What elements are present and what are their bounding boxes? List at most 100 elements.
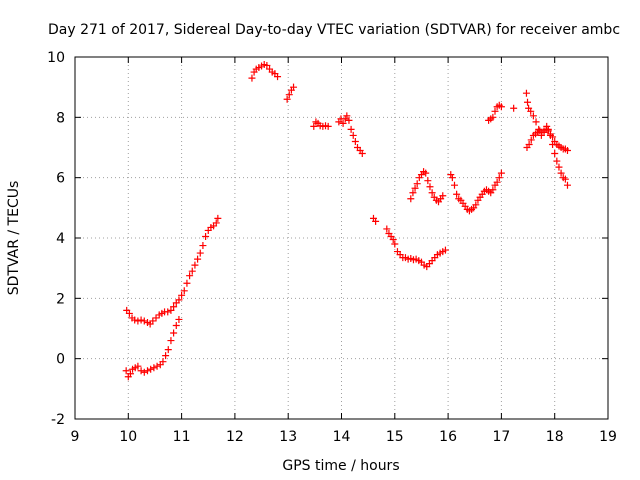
data-point — [549, 140, 557, 148]
data-point — [126, 370, 134, 378]
data-point — [188, 267, 196, 275]
data-points — [122, 61, 571, 381]
data-point — [167, 337, 175, 345]
data-point — [540, 128, 548, 136]
data-point — [441, 246, 449, 254]
data-point — [186, 272, 194, 280]
data-point — [527, 107, 535, 115]
data-point — [345, 116, 353, 124]
data-point — [557, 169, 565, 177]
data-point — [389, 236, 397, 244]
data-point — [122, 367, 130, 375]
data-point — [310, 122, 318, 130]
data-point — [214, 214, 222, 222]
x-tick-label: 15 — [386, 429, 404, 445]
data-point — [422, 169, 430, 177]
data-point — [497, 103, 505, 111]
y-tick-label: 8 — [56, 110, 65, 126]
data-point — [383, 225, 391, 233]
data-point — [532, 118, 540, 126]
data-point — [489, 186, 497, 194]
y-tick-label: 2 — [56, 291, 65, 307]
data-point — [529, 112, 537, 120]
data-point — [525, 140, 533, 148]
data-point — [170, 329, 178, 337]
data-point — [563, 147, 571, 155]
x-tick-labels: 9 10 11 12 13 14 15 16 17 18 19 — [71, 429, 617, 445]
data-point — [551, 150, 559, 158]
data-point — [324, 122, 332, 130]
data-point — [283, 95, 291, 103]
data-point — [439, 192, 447, 200]
y-tick-labels: -2 0 2 4 6 8 10 — [47, 50, 65, 428]
axis-ticks — [74, 56, 609, 420]
data-point — [447, 171, 455, 179]
data-point — [493, 178, 501, 186]
x-tick-label: 14 — [333, 429, 351, 445]
data-point — [544, 125, 552, 133]
data-point — [561, 175, 569, 183]
data-point — [489, 113, 497, 121]
data-point — [137, 367, 145, 375]
x-tick-label: 11 — [173, 429, 191, 445]
data-point — [172, 321, 180, 329]
data-point — [140, 317, 148, 325]
x-tick-label: 18 — [546, 429, 564, 445]
y-tick-label: -2 — [51, 412, 65, 428]
data-point — [274, 73, 282, 81]
data-point — [407, 195, 415, 203]
data-point — [495, 174, 503, 182]
data-point — [358, 150, 366, 158]
data-point — [343, 112, 351, 120]
x-axis-label: GPS time / hours — [282, 458, 399, 474]
data-point — [349, 131, 357, 139]
data-point — [391, 240, 399, 248]
data-point — [137, 316, 145, 324]
data-point — [167, 306, 175, 314]
data-point — [341, 115, 349, 123]
data-point — [555, 163, 563, 171]
data-point — [143, 367, 151, 375]
data-point — [175, 296, 183, 304]
data-point — [162, 352, 170, 360]
data-point — [164, 308, 172, 316]
data-point — [553, 157, 561, 165]
data-point — [159, 358, 167, 366]
data-point — [180, 287, 188, 295]
data-point — [125, 309, 133, 317]
data-point — [409, 189, 417, 197]
data-point — [202, 232, 210, 240]
x-tick-label: 9 — [71, 429, 80, 445]
data-point — [351, 137, 359, 145]
data-point — [491, 107, 499, 115]
data-point — [212, 219, 220, 227]
data-point — [450, 181, 458, 189]
x-tick-label: 12 — [226, 429, 244, 445]
data-point — [372, 217, 380, 225]
y-tick-label: 4 — [56, 231, 65, 247]
x-tick-label: 10 — [119, 429, 137, 445]
y-tick-label: 10 — [47, 50, 65, 66]
x-tick-label: 19 — [599, 429, 617, 445]
data-point — [527, 136, 535, 144]
x-tick-label: 16 — [439, 429, 457, 445]
data-point — [153, 362, 161, 370]
data-point — [194, 255, 202, 263]
data-point — [191, 261, 199, 269]
data-point — [290, 83, 298, 91]
data-point — [183, 279, 191, 287]
data-point — [510, 104, 518, 112]
x-tick-label: 13 — [279, 429, 297, 445]
data-point — [149, 317, 157, 325]
data-point — [134, 362, 142, 370]
data-point — [524, 98, 532, 106]
y-tick-label: 0 — [56, 352, 65, 368]
grid — [75, 57, 608, 419]
data-point — [170, 303, 178, 311]
data-point — [178, 291, 186, 299]
data-point — [563, 181, 571, 189]
data-point — [134, 317, 142, 325]
chart-title: Day 271 of 2017, Sidereal Day-to-day VTE… — [48, 22, 620, 38]
data-point — [175, 315, 183, 323]
